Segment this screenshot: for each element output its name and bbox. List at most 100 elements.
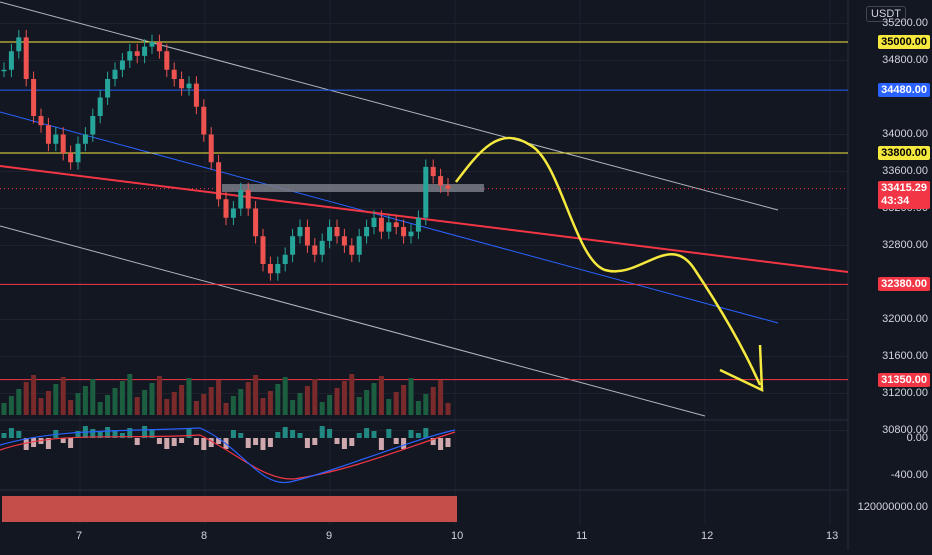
macd-bar [60,438,66,443]
volume-bar [275,384,281,415]
volume-bar [8,396,14,415]
macd-bar [16,431,22,438]
macd-bar [327,429,333,438]
candle [253,208,259,237]
candle [97,97,103,116]
indicator-tick: 0.00 [906,432,928,444]
macd-bar [282,427,288,438]
candle [179,79,185,89]
time-tick: 9 [326,530,333,542]
volume-bar [53,384,59,415]
candle [45,125,51,144]
candle [75,143,81,163]
volume-bar [438,380,444,415]
volume-bar [164,399,170,415]
macd-bar [334,438,340,444]
macd-bar [142,426,148,438]
candle [208,134,214,163]
price-tick: 30800.00 [882,423,928,436]
channel-upper-line [0,1,779,211]
candle [364,227,370,237]
volume-bar [415,401,421,415]
volume-bar [341,381,347,415]
volume-bar [179,385,185,415]
volume-bar [208,387,214,415]
volume-bar [423,394,429,415]
volume-bar [45,391,51,415]
candle [171,69,177,79]
currency-label[interactable]: USDT [866,6,906,22]
time-tick: 12 [701,530,714,542]
macd-bar [119,433,125,438]
macd-bar [164,438,170,449]
time-tick: 8 [201,530,208,542]
macd-bar [90,429,96,438]
candle [149,42,155,47]
volume-bar [260,398,266,415]
volume-bar [60,377,66,415]
candle [193,83,199,107]
macd-bar [267,438,273,447]
candle [267,264,273,274]
candle [216,162,222,200]
macd-bar [408,430,414,438]
macd-bar [134,438,140,445]
volume-bar [142,390,148,415]
candle [201,106,207,135]
candle [31,79,37,116]
candle [134,51,140,56]
candle [119,60,125,70]
volume-bar [297,393,303,415]
volume-bar [134,397,140,415]
volume-bar [364,390,370,415]
volume-bar [105,395,111,415]
volume-bar [31,375,37,415]
macd-bar [8,428,14,438]
candle [8,51,14,70]
candle [415,217,421,232]
volume-bar [1,403,7,415]
volume-bar [245,382,251,415]
candle [164,51,170,70]
level-tag: 35000.00 [878,35,930,49]
level-tag: 31350.00 [878,372,930,387]
volume-bar [38,398,44,415]
macd-bar [312,438,318,445]
candle [82,134,88,144]
macd-bar [171,438,177,446]
macd-bar [208,438,214,447]
level-tag: 34480.00 [878,83,930,98]
consolidation-zone [222,184,484,192]
channel-lower-line [0,225,706,417]
macd-bar [156,438,162,444]
macd-bar [230,430,236,438]
price-tick: 32000.00 [882,312,928,325]
macd-bar [393,438,399,444]
volume-bar [267,391,273,415]
candle [223,199,229,218]
candle [16,37,22,52]
volume-bar [127,374,133,415]
volume-bar [445,403,451,415]
macd-bar [201,438,207,450]
volume-bar [223,403,229,415]
candle [230,208,236,218]
candle [423,166,429,218]
macd-bar [112,430,118,438]
candle [105,79,111,98]
macd-bar [45,438,51,449]
candle [260,236,266,264]
candle [334,227,340,237]
candle [245,190,251,209]
macd-bar [193,438,199,445]
volume-bar [386,399,392,415]
macd-bar [371,431,377,438]
candle [304,227,310,246]
volume-bar [319,402,325,415]
candle [393,222,399,227]
macd-bar [127,428,133,438]
macd-bar [415,433,421,438]
candle [186,83,192,89]
